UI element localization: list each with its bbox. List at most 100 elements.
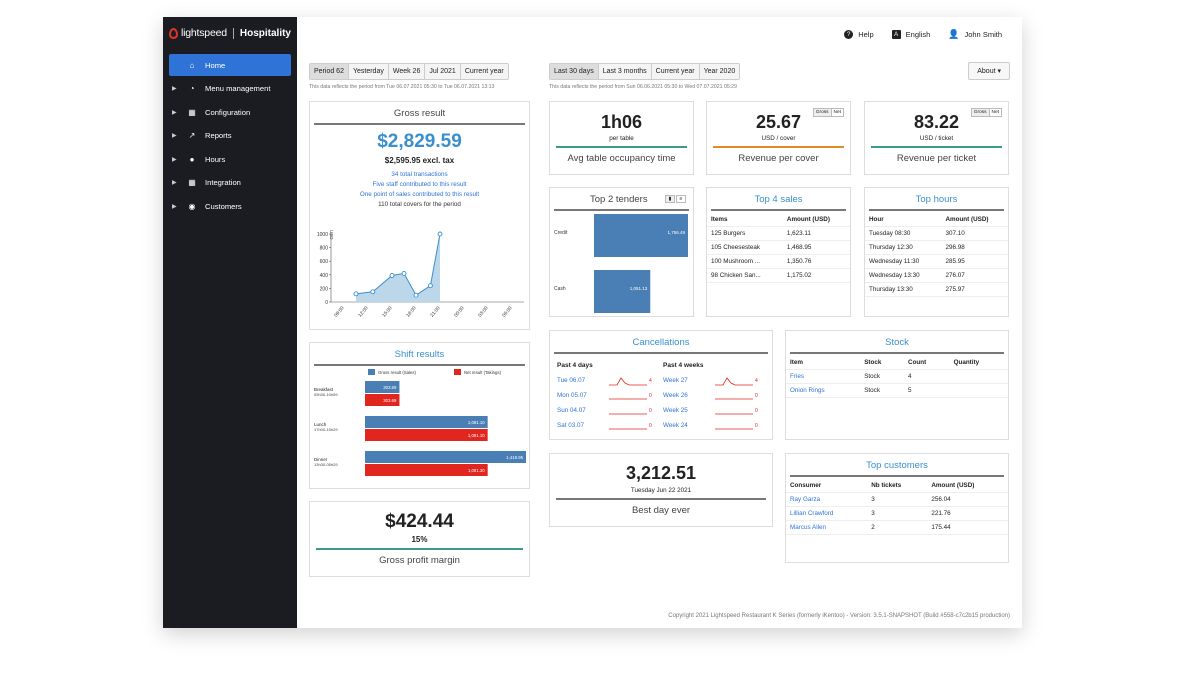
card-title: Shift results <box>394 349 445 360</box>
table-cell: Thursday 13:30 <box>865 282 942 297</box>
period-button[interactable]: Last 3 months <box>599 64 652 79</box>
user-icon: 👤 <box>948 29 960 39</box>
table-cell: 296.98 <box>941 240 1008 255</box>
about-dropdown[interactable]: About ▾ <box>968 62 1010 80</box>
pos-link[interactable]: One point of sales contributed to this r… <box>359 191 480 198</box>
sidebar-nav: ⌂ Home ▶ ◔ Menu management ▶ ▦ Configura… <box>169 54 291 219</box>
table-row: 100 Mushroom ... 1,350.76 <box>707 254 850 269</box>
shift-bar <box>365 429 488 441</box>
title-divider <box>790 352 1004 354</box>
sidebar-item-home[interactable]: ⌂ Home <box>169 54 291 76</box>
shift-name: Breakfast <box>314 387 334 392</box>
table-row: Wednesday 11:30 285.95 <box>865 254 1008 269</box>
days-list: Tue 06.07 4 Mon 05.07 0 Sun 04.07 0 Sat 03.07 0 <box>557 373 657 433</box>
data-point <box>389 273 395 278</box>
period-link[interactable]: Tue 06.07 <box>557 377 586 384</box>
table-cell: 4 <box>904 369 950 384</box>
bar-value-label: 303.69 <box>383 385 397 390</box>
table-cell: Stock <box>860 369 905 384</box>
period-button[interactable]: Period 62 <box>310 64 349 79</box>
user-menu[interactable]: 👤 John Smith <box>948 29 1002 40</box>
chart-icon: ↗ <box>188 131 196 141</box>
clock-icon: ● <box>189 154 195 164</box>
occupancy-unit: per table <box>609 135 634 142</box>
period-link[interactable]: Week 24 <box>663 422 688 429</box>
net-toggle[interactable]: Net <box>989 109 1001 116</box>
user-circle-icon: ◉ <box>188 202 196 212</box>
sidebar-item-label: Customers <box>205 202 242 212</box>
category-label: Credit <box>554 230 568 236</box>
sidebar-item-configuration[interactable]: ▶ ▦ Configuration <box>169 101 291 123</box>
table-row: Lillian Crawford 3 221.76 <box>786 506 1008 521</box>
table-cell: 105 Cheesesteak <box>707 240 783 255</box>
gross-result-card: Gross result $2,829.59 $2,595.95 excl. t… <box>309 101 530 330</box>
chevron-right-icon: ▶ <box>172 180 177 187</box>
language-selector[interactable]: A English <box>891 30 930 39</box>
gross-net-toggle[interactable]: Gross Net <box>970 108 1002 117</box>
period-link[interactable]: Sat 03.07 <box>557 422 584 429</box>
table-cell[interactable]: Fries <box>786 369 861 384</box>
staff-link[interactable]: Five staff contributed to this result <box>372 181 467 188</box>
top-hours-card: Top hours Hour Amount (USD) Tuesday 08:3… <box>864 187 1009 317</box>
chevron-right-icon: ▶ <box>172 109 177 116</box>
cancel-count: 4 <box>755 377 758 384</box>
period-button[interactable]: Yesterday <box>349 64 389 79</box>
card-title: Top customers <box>866 460 928 471</box>
cancel-count: 0 <box>649 407 652 414</box>
period-link[interactable]: Week 26 <box>663 392 688 399</box>
area-fill <box>356 234 440 302</box>
app-window: lightspeed Hospitality ⌂ Home ▶ ◔ Menu m… <box>163 17 1022 628</box>
sidebar-item-customers[interactable]: ▶ ◉ Customers <box>169 196 291 218</box>
language-icon: A <box>891 30 901 39</box>
period-link[interactable]: Week 25 <box>663 407 688 414</box>
period-link[interactable]: Sun 04.07 <box>557 407 586 414</box>
help-link[interactable]: ? Help <box>844 30 874 39</box>
table-cell[interactable]: Marcus Allen <box>786 520 868 535</box>
sidebar-item-reports[interactable]: ▶ ↗ Reports <box>169 125 291 147</box>
bar-value-label: 1,081.10 <box>468 433 485 438</box>
gross-toggle[interactable]: Gross <box>813 109 832 116</box>
x-tick-label: 21:00 <box>429 305 442 318</box>
y-tick-label: 1000 <box>317 232 328 238</box>
card-caption: Avg table occupancy time <box>567 153 676 164</box>
sidebar-item-label: Menu management <box>205 84 271 94</box>
table-cell: Wednesday 11:30 <box>865 254 942 269</box>
logo[interactable]: lightspeed Hospitality <box>169 27 291 39</box>
top-customers-card: Top customers Consumer Nb tickets Amount… <box>785 453 1009 563</box>
list-icon[interactable]: ≡ <box>676 195 686 203</box>
period-button[interactable]: Year 2020 <box>703 68 736 75</box>
period-button[interactable]: Jul 2021 <box>425 64 461 79</box>
table-row: 98 Chicken San... 1,175.02 <box>707 268 850 283</box>
period-link[interactable]: Mon 05.07 <box>557 392 587 399</box>
sidebar-item-menu-management[interactable]: ▶ ◔ Menu management <box>169 78 291 100</box>
table-cell[interactable]: Onion Rings <box>786 383 861 398</box>
net-toggle[interactable]: Net <box>831 109 843 116</box>
gross-net-toggle[interactable]: Gross Net <box>812 108 844 117</box>
table-cell: 1,350.76 <box>782 254 850 269</box>
shift-name: Dinner <box>314 457 328 462</box>
weeks-header: Past 4 weeks <box>663 362 704 369</box>
product-name: Hospitality <box>239 27 291 39</box>
period-button[interactable]: Current year <box>652 64 700 79</box>
column-header: Consumer <box>786 479 868 493</box>
period-button[interactable]: Last 30 days <box>550 64 599 79</box>
period-link[interactable]: Week 27 <box>663 377 688 384</box>
bar-value-label: 1,756.49 <box>667 230 685 235</box>
sidebar-item-hours[interactable]: ▶ ● Hours <box>169 148 291 170</box>
table-cell: 125 Burgers <box>707 226 783 241</box>
list-item: Week 27 4 <box>663 373 763 388</box>
gross-toggle[interactable]: Gross <box>971 109 990 116</box>
title-divider <box>554 352 768 354</box>
data-point <box>353 291 359 297</box>
period-button[interactable]: Current year <box>464 68 504 75</box>
y-tick-label: 400 <box>320 273 329 279</box>
table-cell[interactable]: Lillian Crawford <box>786 506 868 521</box>
sidebar-item-integration[interactable]: ▶ ▦ Integration <box>169 172 291 194</box>
period-button[interactable]: Week 26 <box>389 64 426 79</box>
card-caption: Gross profit margin <box>379 555 460 566</box>
title-divider <box>790 475 1004 477</box>
bar-chart-icon[interactable]: ▮ <box>665 195 675 203</box>
transactions-link[interactable]: 34 total transactions <box>391 171 448 178</box>
table-cell[interactable]: Ray Garza <box>786 492 868 507</box>
